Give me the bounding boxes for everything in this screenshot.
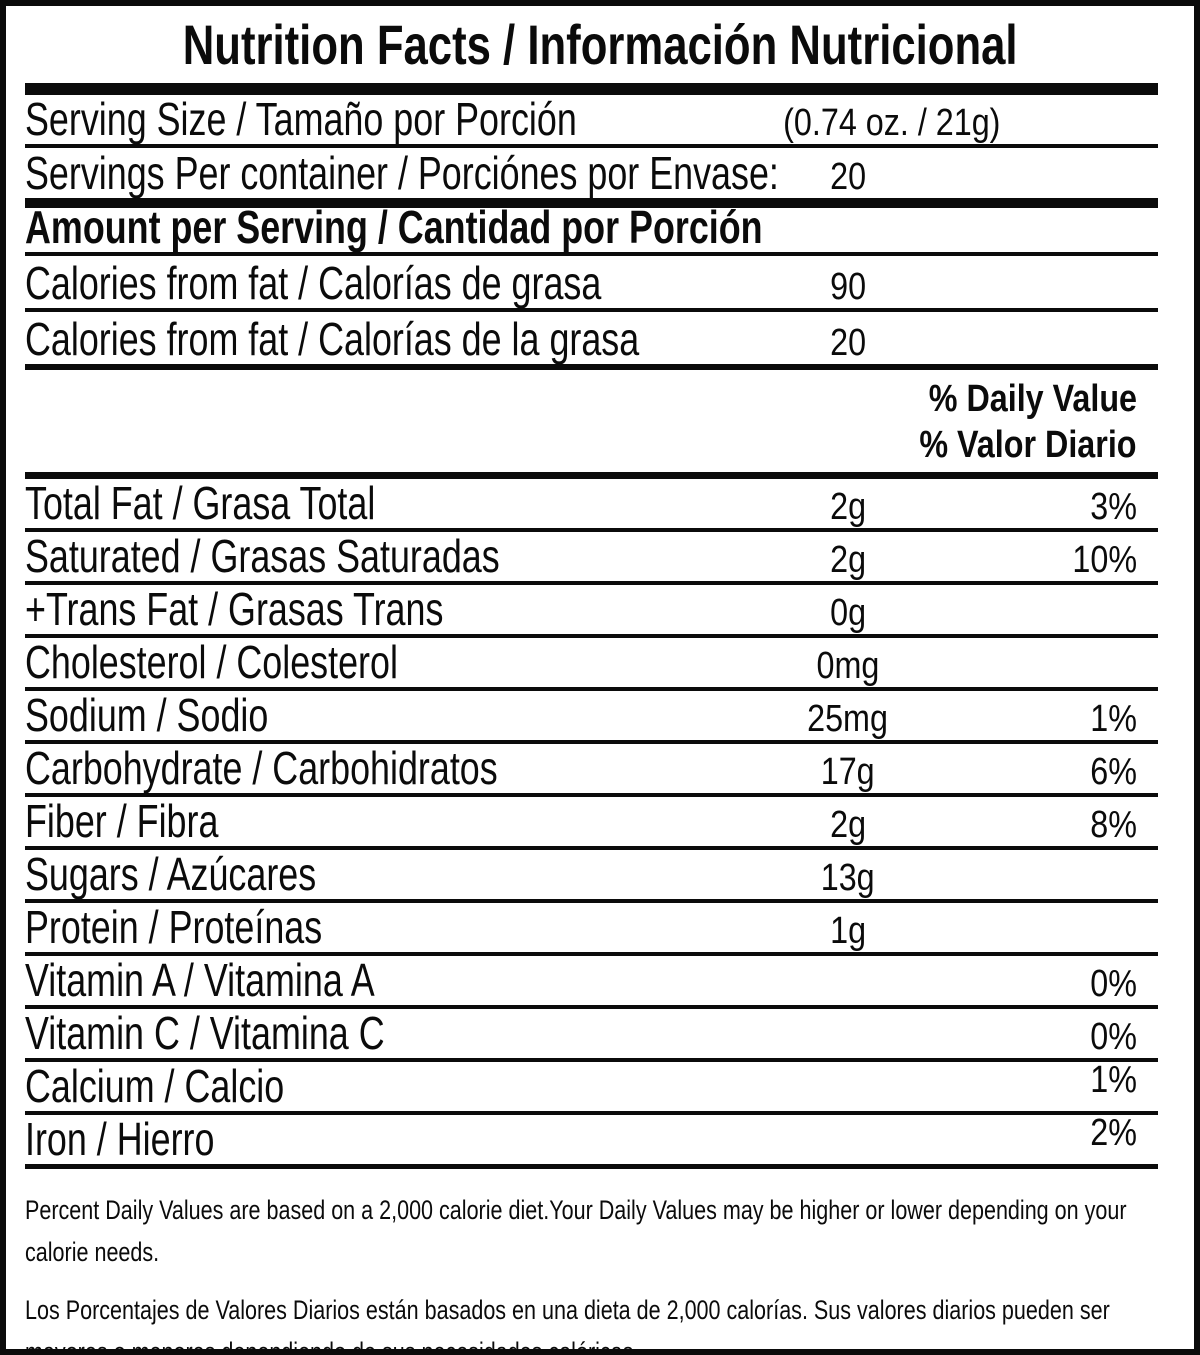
- nutrient-daily-pct: 0%: [1090, 1016, 1137, 1058]
- nutrient-label: Cholesterol / Colesterol: [25, 636, 398, 688]
- nutrient-daily-pct: 6%: [1090, 751, 1137, 793]
- nutrient-label: Carbohydrate / Carbohidratos: [25, 742, 498, 794]
- nutrient-daily-pct: 1%: [1090, 698, 1137, 740]
- nutrient-label: Sodium / Sodio: [25, 689, 269, 741]
- nutrient-row-total-fat: Total Fat / Grasa Total 2g 3%: [25, 479, 1158, 532]
- nutrient-row-iron: Iron / Hierro 2%: [25, 1112, 1158, 1169]
- nutrient-amount: 2g: [830, 539, 866, 581]
- nutrient-label: Calcium / Calcio: [25, 1060, 285, 1112]
- footnotes: Percent Daily Values are based on a 2,00…: [25, 1169, 1158, 1355]
- nutrient-row-trans-fat: +Trans Fat / Grasas Trans 0g: [25, 585, 1158, 638]
- nutrient-daily-pct: 2%: [1090, 1112, 1137, 1154]
- nutrient-row-carbohydrate: Carbohydrate / Carbohidratos 17g 6%: [25, 744, 1158, 797]
- nutrient-label: Iron / Hierro: [25, 1113, 215, 1165]
- servings-per-container-value: 20: [830, 156, 866, 198]
- nutrient-amount: 0g: [830, 592, 866, 634]
- nutrient-label: Total Fat / Grasa Total: [25, 477, 376, 529]
- nutrient-row-sodium: Sodium / Sodio 25mg 1%: [25, 691, 1158, 744]
- amount-per-serving-heading: Amount per Serving / Cantidad por Porció…: [25, 204, 1158, 256]
- label-title: Nutrition Facts / Información Nutriciona…: [6, 6, 1194, 83]
- nutrient-daily-pct: 3%: [1090, 486, 1137, 528]
- footnote-spanish: Los Porcentajes de Valores Diarios están…: [25, 1295, 1110, 1355]
- label-body: Serving Size / Tamaño por Porción (0.74 …: [25, 83, 1158, 1355]
- nutrient-label: Sugars / Azúcares: [25, 848, 317, 900]
- calories-row: Calories from fat / Calorías de grasa 90: [25, 256, 1158, 312]
- nutrient-row-fiber: Fiber / Fibra 2g 8%: [25, 797, 1158, 850]
- nutrient-label: Vitamin C / Vitamina C: [25, 1007, 385, 1059]
- nutrient-row-vitamin-c: Vitamin C / Vitamina C 0%: [25, 1009, 1158, 1062]
- nutrient-amount: 2g: [830, 486, 866, 528]
- nutrient-row-calcium: Calcium / Calcio 1%: [25, 1059, 1158, 1115]
- daily-value-header: % Daily Value % Valor Diario: [25, 370, 1158, 479]
- nutrient-amount: 13g: [821, 857, 875, 899]
- calories-label: Calories from fat / Calorías de grasa: [25, 257, 602, 309]
- daily-value-header-es: % Valor Diario: [919, 424, 1137, 466]
- nutrient-daily-pct: 10%: [1072, 539, 1137, 581]
- nutrient-label: Protein / Proteínas: [25, 901, 323, 953]
- calories-from-fat-value: 20: [830, 322, 866, 364]
- servings-divider-bar: [25, 198, 1158, 208]
- calories-value: 90: [830, 266, 866, 308]
- nutrient-row-sugars: Sugars / Azúcares 13g: [25, 850, 1158, 903]
- nutrient-daily-pct: 1%: [1090, 1059, 1137, 1101]
- nutrient-row-cholesterol: Cholesterol / Colesterol 0mg: [25, 638, 1158, 691]
- nutrient-label: Saturated / Grasas Saturadas: [25, 530, 500, 582]
- nutrient-label: Vitamin A / Vitamina A: [25, 954, 375, 1006]
- nutrient-amount: 2g: [830, 804, 866, 846]
- servings-per-container-label: Servings Per container / Porciónes por E…: [25, 147, 779, 199]
- footnote-english: Percent Daily Values are based on a 2,00…: [25, 1195, 1127, 1267]
- serving-size-row: Serving Size / Tamaño por Porción (0.74 …: [25, 95, 1158, 148]
- nutrient-label: Fiber / Fibra: [25, 795, 219, 847]
- calories-from-fat-row: Calories from fat / Calorías de la grasa…: [25, 312, 1158, 370]
- nutrient-row-saturated-fat: Saturated / Grasas Saturadas 2g 10%: [25, 532, 1158, 585]
- nutrient-row-protein: Protein / Proteínas 1g: [25, 903, 1158, 956]
- serving-size-label: Serving Size / Tamaño por Porción: [25, 93, 577, 145]
- title-divider-bar: [25, 83, 1158, 95]
- servings-per-container-row: Servings Per container / Porciónes por E…: [25, 148, 1158, 198]
- nutrient-daily-pct: 0%: [1090, 963, 1137, 1005]
- nutrient-label: +Trans Fat / Grasas Trans: [25, 583, 444, 635]
- label-title-text: Nutrition Facts / Información Nutriciona…: [182, 13, 1018, 76]
- nutrient-amount: 1g: [830, 910, 866, 952]
- nutrient-daily-pct: 8%: [1090, 804, 1137, 846]
- nutrient-amount: 0mg: [816, 645, 880, 687]
- nutrient-row-vitamin-a: Vitamin A / Vitamina A 0%: [25, 956, 1158, 1009]
- daily-value-header-en: % Daily Value: [928, 378, 1137, 420]
- nutrient-amount: 17g: [821, 751, 875, 793]
- nutrient-amount: 25mg: [807, 698, 889, 740]
- calories-from-fat-label: Calories from fat / Calorías de la grasa: [25, 313, 640, 365]
- serving-size-value: (0.74 oz. / 21g): [783, 102, 1001, 144]
- amount-per-serving-heading-text: Amount per Serving / Cantidad por Porció…: [25, 201, 763, 253]
